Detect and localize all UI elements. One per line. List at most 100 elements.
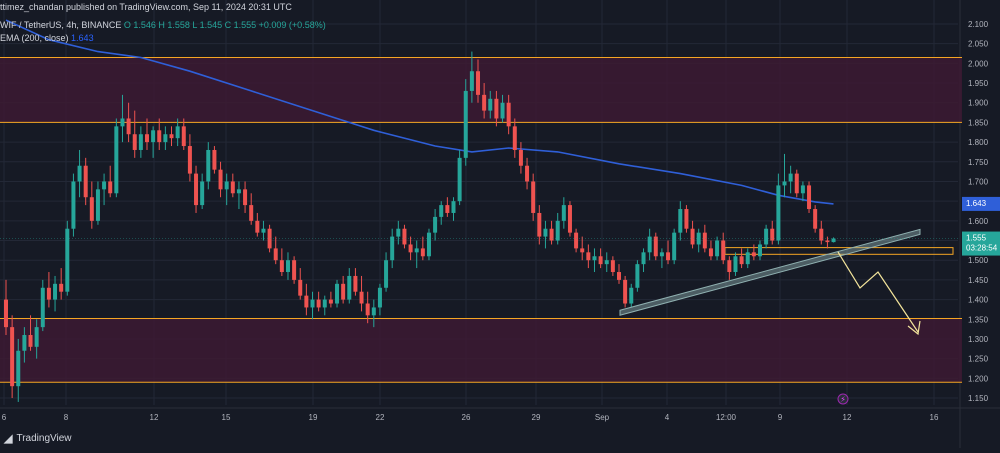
y-tick-label: 1.950	[968, 79, 989, 88]
candle	[163, 126, 168, 150]
candle-body	[653, 236, 658, 257]
candle	[653, 232, 658, 261]
candle-body	[390, 236, 395, 261]
candle	[831, 237, 836, 243]
ema-label: EMA (200, close)	[0, 33, 69, 43]
candle	[22, 327, 27, 363]
candle-body	[396, 228, 401, 237]
candle-body	[684, 209, 689, 229]
last-price-badge-bg	[962, 231, 1000, 256]
candle-body	[659, 252, 664, 257]
candle	[255, 212, 260, 237]
candle	[678, 201, 683, 241]
candle-body	[187, 146, 192, 174]
candle-body	[807, 185, 812, 210]
candle	[439, 201, 444, 225]
candle-body	[525, 165, 530, 182]
candle-body	[102, 181, 107, 190]
candle	[126, 102, 131, 143]
candle-body	[212, 149, 217, 170]
candle-body	[46, 287, 51, 300]
candle	[561, 197, 566, 229]
candle	[476, 59, 481, 103]
candle-body	[721, 240, 726, 261]
candle-body	[206, 149, 211, 182]
candle	[40, 279, 45, 332]
ema-legend[interactable]: EMA (200, close) 1.643	[0, 33, 94, 43]
candle	[298, 268, 303, 300]
candle-body	[279, 260, 284, 273]
x-tick-label: 15	[222, 413, 231, 422]
candle-body	[512, 126, 517, 150]
candle	[647, 228, 652, 261]
event-marker-icon	[837, 393, 849, 405]
candle-body	[666, 252, 671, 261]
candle-body	[831, 238, 836, 243]
candle-body	[371, 307, 376, 316]
y-tick-label: 1.350	[968, 315, 989, 324]
candle	[420, 236, 425, 261]
candle	[396, 220, 401, 245]
x-tick-label: 16	[930, 413, 939, 422]
candle-body	[469, 71, 474, 91]
candle	[819, 220, 824, 245]
candle-body	[708, 248, 713, 257]
candle-body	[255, 220, 260, 233]
candle	[53, 275, 58, 312]
candle-body	[310, 299, 315, 308]
candle	[696, 228, 701, 253]
candle-body	[316, 299, 321, 308]
candle	[733, 252, 738, 276]
candle-body	[261, 228, 266, 233]
ascending-trendline	[619, 228, 921, 316]
brand-label: TradingView	[16, 433, 72, 444]
candle-body	[408, 244, 413, 253]
candle-body	[439, 205, 444, 217]
y-tick-label: 1.450	[968, 276, 989, 285]
candle	[169, 126, 174, 147]
candle	[426, 228, 431, 261]
candle-body	[273, 248, 278, 261]
candle-body	[267, 228, 272, 249]
candle-body	[592, 256, 597, 261]
candle-body	[488, 98, 493, 111]
candle-body	[494, 98, 499, 119]
candle	[641, 248, 646, 273]
candle-body	[623, 279, 628, 304]
candle	[114, 118, 119, 198]
candle-body	[16, 350, 21, 387]
candle	[745, 248, 750, 269]
candle	[34, 319, 39, 359]
candle	[543, 220, 548, 249]
candle	[794, 169, 799, 198]
candle-body	[59, 283, 64, 292]
candle-body	[764, 228, 769, 245]
candle	[629, 283, 634, 308]
candle	[451, 197, 456, 221]
candle-body	[543, 228, 548, 237]
candle-body	[586, 252, 591, 261]
candle	[610, 256, 615, 276]
candle	[292, 256, 297, 284]
candle	[200, 173, 205, 210]
tradingview-brand[interactable]: ◢ TradingView	[4, 432, 72, 445]
candle	[555, 212, 560, 245]
candle	[10, 315, 15, 398]
candle-body	[604, 260, 609, 265]
candle	[463, 79, 468, 166]
candle-body	[28, 335, 33, 347]
candle-body	[353, 275, 358, 292]
candle-body	[561, 205, 566, 221]
candle-body	[794, 173, 799, 194]
candle	[187, 134, 192, 182]
symbol-title[interactable]: WIF / TetherUS, 4h, BINANCE	[0, 20, 122, 30]
ohlc-values: O 1.546 H 1.558 L 1.545 C 1.555 +0.009 (…	[123, 20, 326, 30]
candle-body	[71, 181, 76, 229]
candle-body	[433, 216, 438, 233]
candle-body	[77, 165, 82, 182]
candle-body	[298, 279, 303, 296]
candle	[261, 220, 266, 241]
candle	[347, 268, 352, 304]
